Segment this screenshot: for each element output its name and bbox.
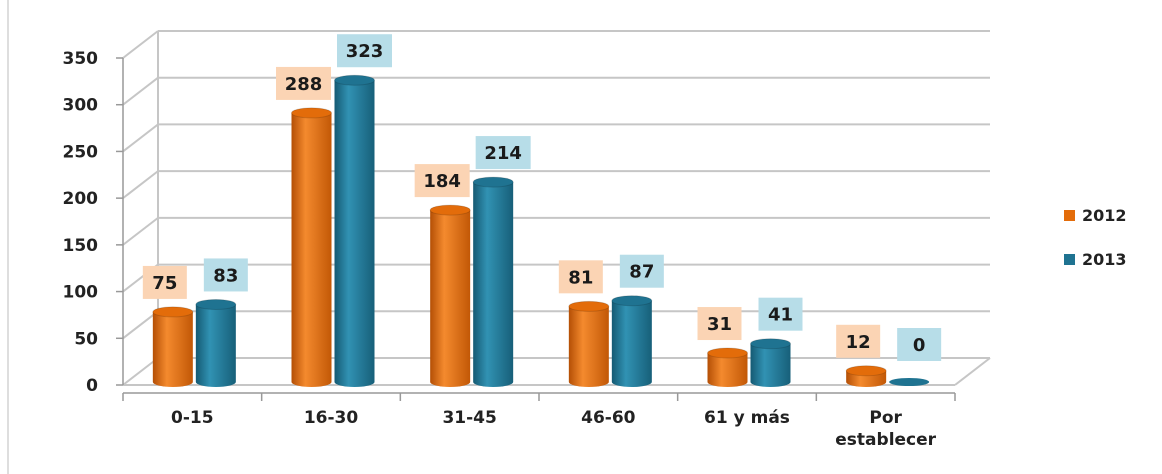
x-tick-label: 61 y más: [704, 408, 790, 428]
legend: 2012 2013: [1064, 206, 1127, 269]
y-tick-label: 100: [63, 283, 99, 303]
gridline-depth: [122, 310, 159, 340]
x-tick-label: 0-15: [171, 408, 214, 428]
bar-2013-2: [472, 176, 514, 387]
data-labels: 75 288 184 81 31 12 83 323 214 87 41 0: [142, 34, 942, 361]
legend-item-2012: 2012: [1064, 206, 1127, 225]
bar-2012-3: [568, 300, 610, 387]
gridline-depth: [122, 357, 159, 386]
y-tick-label: 150: [63, 236, 99, 256]
gridline-depth: [122, 170, 159, 199]
gridline-depth: [122, 217, 159, 246]
data-label-2013-2: 214: [475, 136, 531, 170]
bar-2013-0: [195, 298, 237, 387]
legend-item-2013: 2013: [1064, 250, 1127, 269]
svg-text:87: 87: [629, 262, 654, 283]
bar-2012-5: [845, 365, 887, 387]
y-tick-label: 300: [63, 96, 99, 116]
svg-text:288: 288: [285, 74, 323, 95]
svg-text:83: 83: [213, 265, 238, 286]
data-label-2012-5: 12: [836, 324, 881, 358]
bar-2013-3: [611, 295, 653, 387]
data-label-2013-4: 41: [758, 297, 803, 331]
gridline-depth: [122, 76, 159, 106]
bar-2012-0: [152, 306, 194, 387]
y-axis: 0 50 100 150 200 250 300 350: [63, 49, 124, 396]
bar-2013-4: [750, 338, 791, 387]
svg-text:2013: 2013: [1082, 250, 1127, 269]
x-axis: 0-15 16-30 31-45 46-60 61 y más Por establecer: [122, 392, 956, 450]
y-tick-label: 0: [86, 376, 98, 396]
x-tick-label: 16-30: [304, 408, 359, 428]
y-tick-label: 350: [63, 49, 99, 69]
svg-text:12: 12: [846, 332, 871, 353]
floor-right-edge: [954, 357, 991, 386]
data-label-2012-2: 184: [414, 164, 470, 198]
data-label-2012-4: 31: [697, 307, 742, 341]
data-label-2012-3: 81: [558, 260, 603, 294]
svg-text:31: 31: [707, 314, 732, 335]
bars: [152, 74, 930, 388]
svg-text:184: 184: [423, 171, 461, 192]
chart-floor: [123, 357, 991, 386]
y-tick-label: 250: [63, 142, 99, 162]
data-label-2012-1: 288: [276, 66, 331, 100]
y-tick-label: 50: [74, 329, 98, 349]
bar-2012-1: [291, 107, 332, 387]
bar-2012-2: [429, 204, 471, 387]
svg-text:323: 323: [346, 41, 384, 62]
svg-text:214: 214: [484, 143, 522, 164]
x-tick-label: 46-60: [581, 408, 636, 428]
x-tick-label: 31-45: [442, 408, 496, 428]
bar-2013-5: [889, 378, 930, 386]
svg-text:75: 75: [152, 273, 177, 294]
svg-text:0: 0: [913, 335, 926, 356]
data-label-2013-0: 83: [203, 258, 248, 292]
data-label-2013-1: 323: [337, 34, 392, 68]
x-tick-label: Por establecer: [835, 408, 936, 450]
svg-text:81: 81: [568, 267, 593, 288]
gridline-depth: [122, 123, 159, 153]
svg-text:2012: 2012: [1082, 206, 1127, 225]
svg-text:41: 41: [768, 305, 793, 326]
bar-2013-1: [334, 74, 375, 388]
data-label-2013-5: 0: [897, 328, 942, 361]
data-label-2012-0: 75: [142, 265, 187, 299]
y-tick-label: 200: [63, 189, 99, 209]
bar-2012-4: [707, 347, 748, 387]
data-label-2013-3: 87: [619, 254, 664, 288]
gridline-depth: [122, 30, 159, 59]
